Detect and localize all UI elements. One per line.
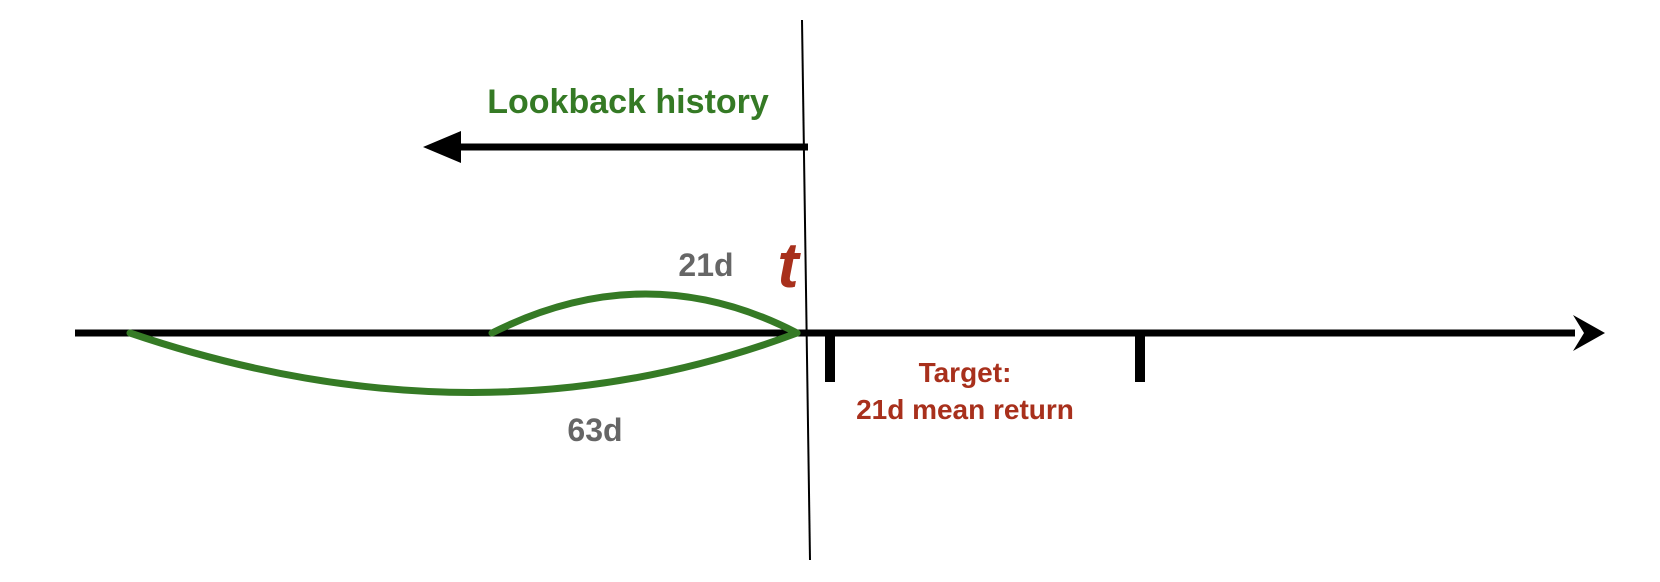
short-window-arc (488, 290, 801, 337)
target-label-line2: 21d mean return (856, 394, 1074, 425)
lookback-arrowhead-icon (423, 131, 461, 163)
time-t-divider-line (801, 19, 811, 561)
long-window-label: 63d (567, 412, 622, 448)
time-t-label: t (777, 229, 801, 301)
timeline-arrowhead-icon (1573, 315, 1605, 351)
short-window-label: 21d (678, 247, 733, 283)
long-window-arc (126, 329, 801, 396)
target-label-line1: Target: (919, 357, 1012, 388)
lookback-history-label: Lookback history (487, 83, 769, 121)
